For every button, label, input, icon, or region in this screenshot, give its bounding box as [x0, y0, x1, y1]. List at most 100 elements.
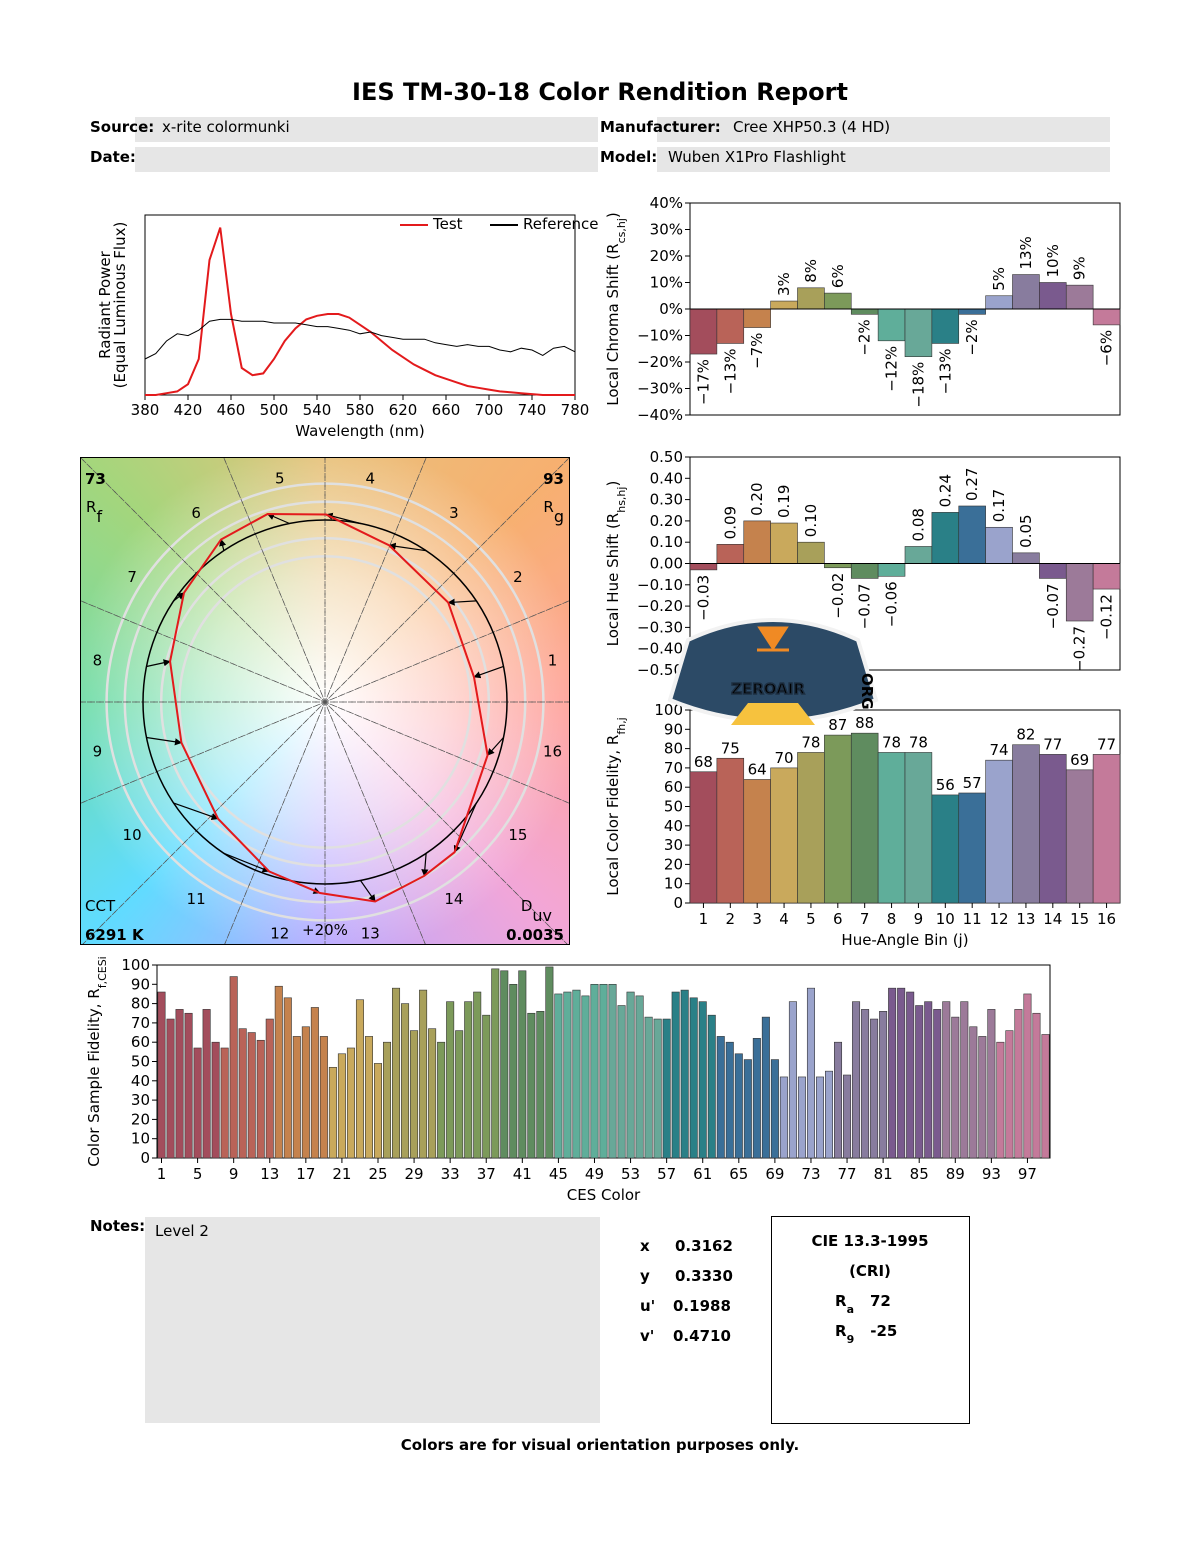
x-tick-label: 45	[549, 1165, 568, 1183]
value-label: 57	[963, 774, 982, 792]
value-label: 0.27	[963, 468, 981, 501]
duv-label-part: uv	[532, 906, 552, 925]
y-tick-label: −0.50	[637, 661, 683, 679]
y-tick-label: 0.00	[650, 555, 683, 573]
y-tick-label: 50	[131, 1053, 150, 1071]
field-label: Model:	[600, 148, 657, 166]
x-tick-label: 13	[260, 1165, 279, 1183]
bar	[850, 308, 879, 315]
value-label: −2%	[963, 319, 981, 355]
x-tick-label: 700	[475, 401, 504, 419]
cri-label-part: R	[835, 1322, 847, 1340]
value-label: −7%	[748, 333, 766, 369]
bar	[806, 987, 815, 1159]
bar	[734, 1053, 743, 1159]
value-label: −12%	[883, 346, 901, 392]
bar	[888, 987, 897, 1159]
bar	[1023, 993, 1032, 1159]
bar	[671, 991, 680, 1159]
y-tick-label: 0.40	[650, 469, 683, 487]
shift-arrow	[447, 598, 477, 606]
bar	[581, 995, 590, 1159]
shift-arrow	[473, 665, 504, 679]
y-tick-label: 50	[664, 798, 683, 816]
y-tick-label: 30%	[650, 221, 683, 239]
bar	[689, 308, 718, 355]
x-tick-label: 8	[887, 910, 897, 928]
shift-arrow	[325, 512, 361, 525]
value-label: −0.07	[856, 583, 874, 629]
y-tick-label: 30	[664, 836, 683, 854]
coord-value: 0.4710	[673, 1327, 731, 1345]
coord-label: y	[640, 1267, 650, 1285]
shift-arrow	[360, 880, 376, 903]
x-axis-label: Wavelength (nm)	[295, 422, 425, 440]
bar	[958, 505, 986, 564]
bar	[1012, 744, 1040, 904]
shift-arrow	[146, 736, 183, 746]
bar	[716, 308, 745, 344]
x-tick-label: 53	[621, 1165, 640, 1183]
hue-bin-label: 6	[191, 504, 201, 522]
coord-label: u'	[640, 1297, 655, 1315]
y-axis-label-part: fh,j	[615, 717, 628, 734]
value-label: −0.03	[694, 575, 712, 621]
y-tick-label: 0.20	[650, 512, 683, 530]
x-tick-label: 580	[346, 401, 375, 419]
y-axis-label-part: )	[604, 481, 622, 487]
bar	[924, 1001, 933, 1159]
bar	[373, 1063, 382, 1159]
coord-label: v'	[640, 1327, 654, 1345]
coord-label: x	[640, 1237, 650, 1255]
x-tick-label: 740	[518, 401, 547, 419]
cri-label-part: R	[835, 1292, 847, 1310]
value-label: −6%	[1098, 330, 1116, 366]
bar	[491, 968, 500, 1159]
bar	[770, 522, 798, 564]
bar	[797, 1076, 806, 1159]
bar	[985, 526, 1013, 564]
x-tick-label: 37	[477, 1165, 496, 1183]
test-polygon	[169, 513, 489, 903]
y-axis-sublabel: (Equal Luminous Flux)	[111, 222, 129, 389]
bar	[1065, 563, 1094, 622]
vector-frame	[80, 457, 570, 945]
duv-label: Duv	[521, 897, 552, 925]
bar	[527, 1012, 536, 1159]
x-tick-label: 12	[990, 910, 1009, 928]
y-tick-label: 0	[673, 894, 683, 912]
logo-road	[731, 703, 815, 725]
x-tick-label: 620	[389, 401, 418, 419]
scale-label: +20%	[302, 921, 348, 939]
bar	[337, 1053, 346, 1159]
bar	[942, 1001, 951, 1159]
bar	[707, 1014, 716, 1159]
y-axis-label: Local Color Fidelity, Rfh,j	[604, 717, 628, 896]
bar	[852, 1001, 861, 1159]
y-tick-label: −40%	[637, 406, 683, 424]
bar	[904, 546, 933, 564]
x-tick-label: 11	[963, 910, 982, 928]
rf-value: 73	[85, 470, 106, 488]
coord-value: 0.3162	[675, 1237, 733, 1255]
x-tick-label: 4	[779, 910, 789, 928]
value-label: 10%	[1044, 244, 1062, 277]
value-label: −17%	[694, 359, 712, 405]
field-box	[135, 117, 598, 142]
x-tick-label: 1	[699, 910, 709, 928]
value-label: −0.06	[883, 581, 901, 627]
x-tick-label: 29	[405, 1165, 424, 1183]
cri-box	[771, 1216, 970, 1424]
spectrum-line	[144, 318, 576, 360]
y-axis-label: Local Chroma Shift (Rcs,hj)	[604, 212, 628, 406]
spectrum-line	[145, 227, 575, 396]
x-tick-label: 420	[174, 401, 203, 419]
y-tick-label: 40	[664, 817, 683, 835]
bar	[689, 997, 698, 1159]
bar	[824, 734, 852, 904]
value-label: 3%	[775, 272, 793, 296]
bar	[698, 1001, 707, 1159]
bar	[545, 966, 554, 1159]
